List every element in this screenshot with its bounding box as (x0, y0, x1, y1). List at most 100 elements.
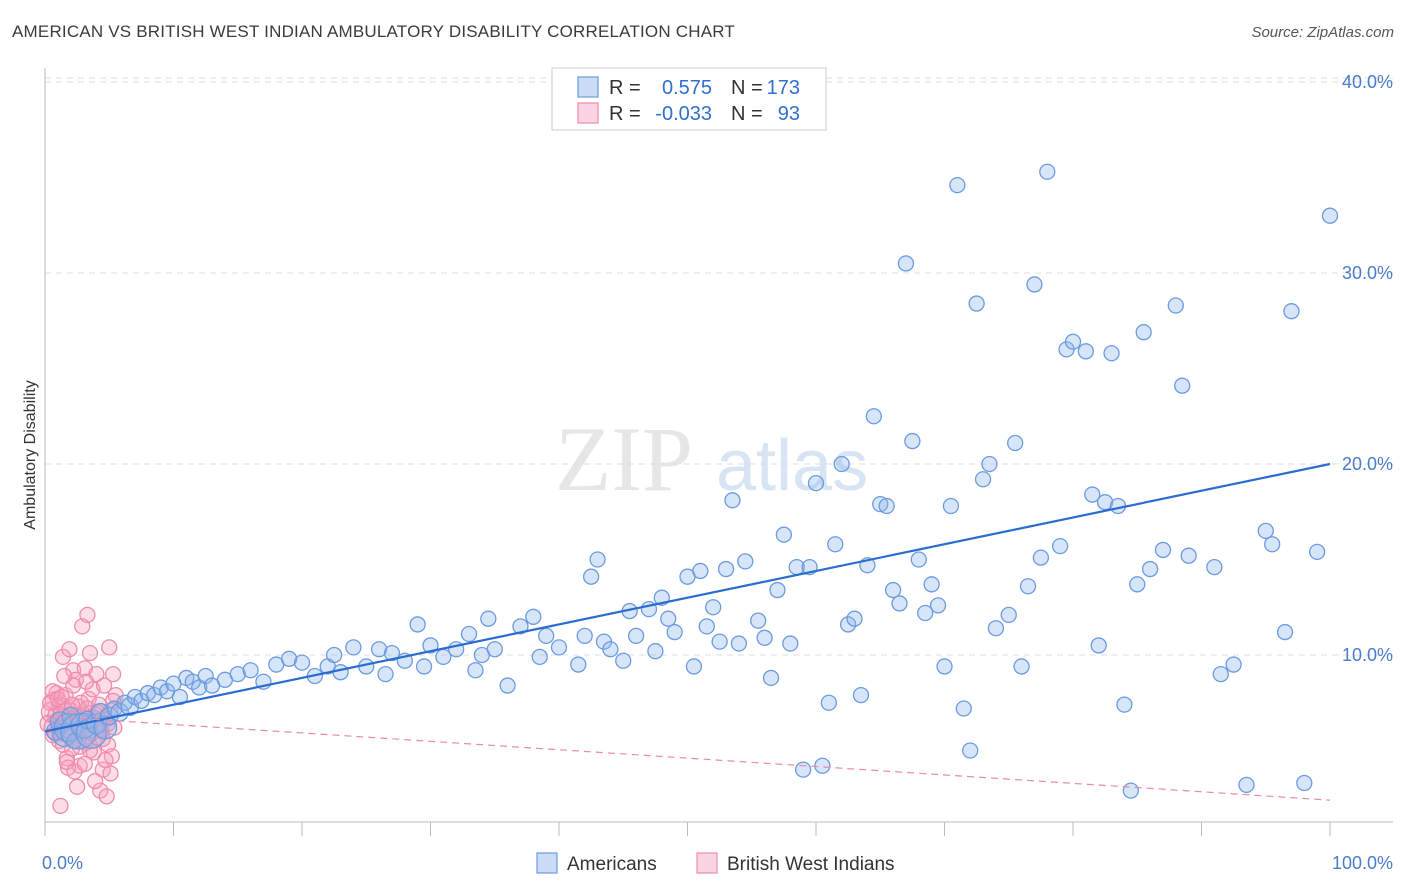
bwi-trendline (44, 715, 1331, 801)
legend-bwi-swatch (577, 102, 599, 124)
americans-point-77 (666, 623, 683, 641)
americans-point-49 (415, 658, 433, 675)
bwi-point-49 (104, 665, 122, 683)
americans-point-66 (582, 568, 600, 585)
americans-point-33 (242, 662, 259, 679)
americans-point-25 (171, 688, 189, 706)
americans-point-123 (974, 471, 992, 488)
americans-point-110 (891, 595, 908, 612)
americans-point-83 (711, 633, 728, 650)
americans-point-156 (1264, 536, 1281, 553)
americans-point-36 (280, 650, 298, 667)
americans-point-79 (685, 658, 703, 675)
americans-point-46 (383, 644, 401, 662)
americans-point-159 (1296, 774, 1313, 792)
bwi-point-44 (98, 788, 115, 805)
americans-point-119 (949, 176, 966, 194)
legend-n-label-1: N = (731, 77, 763, 99)
source-label: Source: ZipAtlas.com (1251, 24, 1394, 41)
americans-point-106 (865, 408, 882, 425)
americans-point-160 (1309, 543, 1326, 561)
legend-bottom-americans-swatch (536, 852, 558, 874)
y-tick-label-10: 10.0% (1342, 645, 1393, 665)
americans-point-115 (923, 576, 940, 593)
americans-point-81 (698, 618, 715, 635)
americans-point-132 (1039, 163, 1056, 180)
americans-point-107 (872, 495, 889, 513)
americans-point-135 (1064, 333, 1082, 350)
americans-point-142 (1116, 696, 1133, 713)
americans-point-64 (570, 656, 587, 673)
bwi-point-21 (68, 778, 86, 795)
americans-point-87 (737, 553, 754, 570)
americans-point-133 (1052, 537, 1069, 555)
americans-point-92 (775, 526, 793, 543)
americans-point-130 (1026, 276, 1043, 293)
americans-point-100 (827, 536, 844, 553)
americans-point-109 (884, 581, 902, 599)
americans-point-29 (197, 667, 214, 685)
americans-point-56 (480, 610, 497, 627)
americans-point-118 (942, 497, 960, 515)
legend-americans-swatch (577, 76, 599, 98)
y-tick-label-30: 30.0% (1342, 263, 1393, 283)
legend-bottom-americans-label: Americans (567, 854, 657, 875)
americans-point-44 (370, 641, 388, 658)
americans-point-161 (1321, 207, 1339, 224)
legend-r-value-2: -0.033 (655, 103, 712, 125)
americans-point-146 (1141, 560, 1159, 578)
americans-point-67 (589, 551, 606, 568)
americans-point-111 (897, 255, 915, 272)
watermark-zip: ZIP (555, 408, 693, 510)
americans-point-124 (981, 455, 998, 473)
americans-point-97 (807, 474, 825, 492)
americans-point-9 (75, 717, 107, 749)
americans-point-40 (325, 646, 343, 664)
americans-point-91 (769, 581, 786, 599)
americans-point-101 (833, 455, 850, 473)
americans-point-63 (550, 639, 568, 656)
americans-point-99 (820, 694, 837, 711)
axes (44, 68, 1393, 823)
americans-point-127 (1007, 434, 1024, 452)
trendlines (44, 462, 1331, 801)
correlation-legend: R = 0.575 N = 173 R = -0.033 N = 93 (551, 67, 827, 131)
americans-point-12 (93, 715, 118, 740)
americans-point-41 (332, 664, 349, 681)
bwi-point-72 (56, 667, 73, 685)
americans-point-65 (576, 627, 593, 645)
americans-point-86 (730, 635, 748, 652)
legend-bottom-bwi-swatch (696, 852, 718, 874)
americans-point-150 (1180, 547, 1197, 564)
legend-n-value-2: 93 (778, 103, 800, 125)
americans-point-62 (538, 627, 555, 645)
americans-point-144 (1129, 576, 1146, 593)
bwi-point-66 (77, 673, 95, 690)
americans-point-117 (936, 658, 953, 675)
series-legend: Americans British West Indians (536, 852, 895, 875)
americans-point-121 (962, 742, 979, 759)
americans-point-140 (1103, 345, 1120, 362)
americans-point-148 (1167, 297, 1184, 314)
americans-point-76 (660, 610, 677, 627)
americans-point-54 (467, 662, 484, 679)
bwi-point-41 (94, 761, 111, 778)
americans-point-149 (1174, 377, 1191, 394)
americans-point-158 (1283, 303, 1300, 320)
y-tick-labels: 10.0% 20.0% 30.0% 40.0% (1342, 72, 1393, 665)
bwi-point-39 (92, 782, 109, 799)
legend-r-label-2: R = (609, 103, 641, 125)
y-axis-label: Ambulatory Disability (22, 380, 39, 529)
americans-point-153 (1225, 656, 1242, 673)
bwi-point-46 (101, 639, 118, 656)
americans-point-131 (1032, 549, 1050, 566)
americans-point-60 (525, 608, 542, 625)
americans-point-53 (460, 625, 478, 643)
americans-point-137 (1084, 486, 1101, 503)
americans-point-155 (1257, 522, 1274, 539)
bwi-point-92 (52, 797, 69, 815)
americans-point-93 (782, 635, 799, 652)
americans-point-85 (724, 492, 741, 509)
americans-point-152 (1212, 665, 1229, 683)
legend-n-label-2: N = (731, 103, 763, 125)
